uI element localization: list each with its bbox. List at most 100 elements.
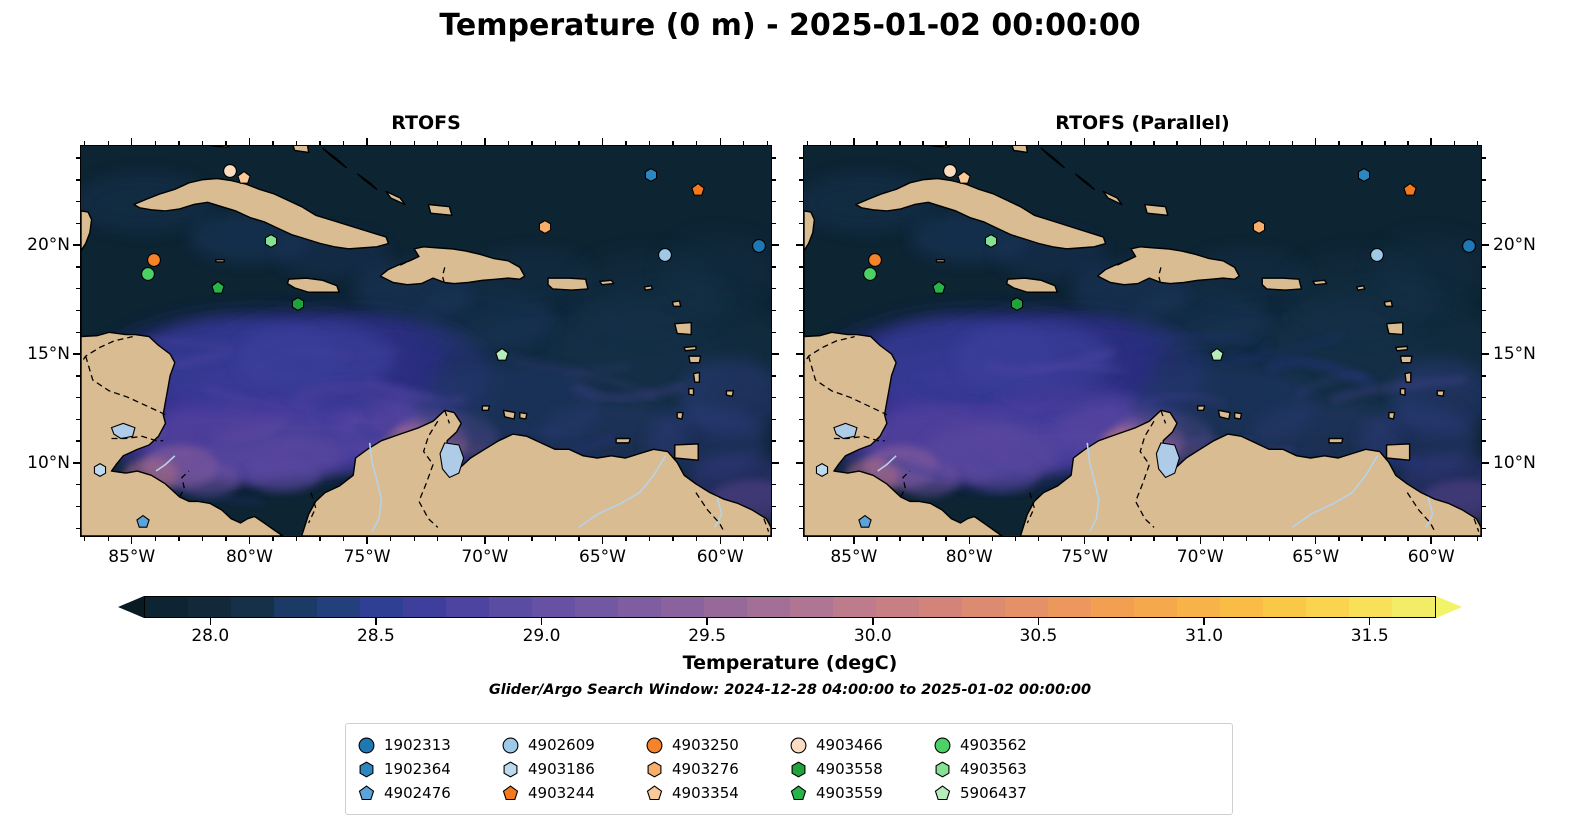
float-marker-4903559[interactable] <box>931 280 946 295</box>
float-id-legend: 1902313 4902609 4903250 4903466 4903562 19023… <box>345 723 1233 815</box>
float-marker-4903354[interactable] <box>957 171 972 186</box>
legend-item-4903276[interactable]: 4903276 <box>646 760 790 778</box>
float-marker-4903562[interactable] <box>862 266 877 281</box>
legend-item-1902313[interactable]: 1902313 <box>358 736 502 754</box>
land-hispaniola <box>379 246 526 286</box>
legend-marker-hexagon <box>935 760 950 778</box>
legend-label: 4903186 <box>528 760 595 778</box>
y-tick-minor <box>76 288 80 290</box>
hexagon-marker-icon <box>1252 220 1265 235</box>
land-grand-cayman <box>935 259 946 263</box>
legend-item-4903559[interactable]: 4903559 <box>790 784 934 802</box>
float-marker-1902313[interactable] <box>752 238 767 253</box>
float-marker-5906437[interactable] <box>495 347 510 363</box>
y-tick <box>73 462 80 464</box>
float-marker-1902313[interactable] <box>1462 238 1477 253</box>
y-tick-minor <box>1482 527 1486 529</box>
float-marker-4903186[interactable] <box>92 462 107 477</box>
y-tick-minor <box>799 288 803 290</box>
x-tick-minor <box>1476 537 1479 541</box>
float-marker-4903244[interactable] <box>691 183 706 198</box>
legend-item-4903186[interactable]: 4903186 <box>502 760 646 778</box>
float-marker-4903466[interactable] <box>943 163 958 178</box>
y-tick-minor <box>1482 505 1486 508</box>
y-tick-minor <box>1482 418 1486 421</box>
legend-marker-circle <box>502 737 519 753</box>
float-marker-4903563[interactable] <box>264 234 279 249</box>
x-tick-minor <box>342 141 345 145</box>
float-marker-4903250[interactable] <box>868 252 883 267</box>
x-tick-minor <box>201 141 204 145</box>
y-tick <box>73 244 80 246</box>
float-marker-4903354[interactable] <box>237 171 252 186</box>
legend-item-1902364[interactable]: 1902364 <box>358 760 502 778</box>
y-tick <box>1482 244 1489 246</box>
x-tick-minor <box>1176 537 1178 541</box>
float-marker-4903558[interactable] <box>1010 297 1025 312</box>
border-7 <box>1134 420 1155 528</box>
float-marker-4903276[interactable] <box>1251 220 1266 235</box>
legend-item-4903354[interactable]: 4903354 <box>646 784 790 802</box>
river-2 <box>1425 496 1434 528</box>
map-panel-rtofs-parallel[interactable] <box>803 145 1482 537</box>
legend-item-4902476[interactable]: 4902476 <box>358 784 502 802</box>
float-marker-4903562[interactable] <box>140 266 155 281</box>
legend-item-4903563[interactable]: 4903563 <box>934 760 1078 778</box>
pentagon-marker-icon <box>1210 347 1225 361</box>
colorbar-under-arrow <box>118 596 144 618</box>
colorbar-band-25 <box>1220 597 1263 617</box>
legend-item-4903558[interactable]: 4903558 <box>790 760 934 778</box>
float-marker-4903186[interactable] <box>815 462 830 477</box>
legend-label: 4903466 <box>816 736 883 754</box>
land-polygons <box>804 146 1481 536</box>
x-tick-minor <box>154 141 156 145</box>
x-tick <box>1430 537 1432 544</box>
float-marker-4902609[interactable] <box>1370 248 1385 263</box>
float-marker-1902364[interactable] <box>644 168 659 183</box>
land-lesser-antilles-1 <box>1312 279 1328 286</box>
legend-item-4902609[interactable]: 4902609 <box>502 736 646 754</box>
land-lesser-antilles-1 <box>598 279 615 286</box>
float-marker-4903466[interactable] <box>223 163 238 178</box>
y-tick-minor <box>799 200 803 203</box>
x-tick-minor <box>922 537 924 541</box>
float-marker-4902476[interactable] <box>136 514 151 529</box>
y-tick-label: 15°N <box>27 344 70 365</box>
float-marker-4903563[interactable] <box>983 234 998 249</box>
x-tick-minor <box>1222 141 1225 145</box>
x-tick-minor <box>806 537 809 541</box>
legend-marker-pentagon <box>934 784 951 800</box>
y-tick-minor <box>76 222 80 225</box>
y-tick-minor <box>772 418 776 421</box>
float-marker-1902364[interactable] <box>1356 168 1371 183</box>
hexagon-marker-icon <box>816 462 829 477</box>
colorbar-tick <box>872 618 874 625</box>
float-marker-5906437[interactable] <box>1210 347 1225 363</box>
colorbar-band-20 <box>1005 597 1048 617</box>
map-panel-rtofs[interactable] <box>80 145 772 537</box>
float-marker-4903276[interactable] <box>537 220 552 235</box>
legend-item-4903250[interactable]: 4903250 <box>646 736 790 754</box>
legend-item-5906437[interactable]: 5906437 <box>934 784 1078 802</box>
x-tick-minor <box>1037 141 1040 145</box>
float-marker-4903558[interactable] <box>291 297 306 312</box>
x-tick-top <box>968 138 970 145</box>
legend-item-4903244[interactable]: 4903244 <box>502 784 646 802</box>
river-3 <box>877 455 897 472</box>
rivers <box>877 442 1434 532</box>
float-marker-4903559[interactable] <box>211 280 226 295</box>
colorbar-band-5 <box>360 597 403 617</box>
float-marker-4902476[interactable] <box>858 514 873 529</box>
pentagon-marker-icon <box>136 514 150 528</box>
circle-marker-icon <box>862 266 877 281</box>
float-marker-4903244[interactable] <box>1402 183 1417 198</box>
border-6 <box>1026 492 1036 524</box>
legend-item-4903562[interactable]: 4903562 <box>934 736 1078 754</box>
y-tick-minor <box>1482 179 1486 181</box>
y-tick-opposite <box>772 462 779 464</box>
y-tick-minor <box>76 484 80 486</box>
float-marker-4903250[interactable] <box>146 252 161 267</box>
land-bahamas-4 <box>1102 190 1123 206</box>
legend-item-4903466[interactable]: 4903466 <box>790 736 934 754</box>
float-marker-4902609[interactable] <box>658 248 673 263</box>
